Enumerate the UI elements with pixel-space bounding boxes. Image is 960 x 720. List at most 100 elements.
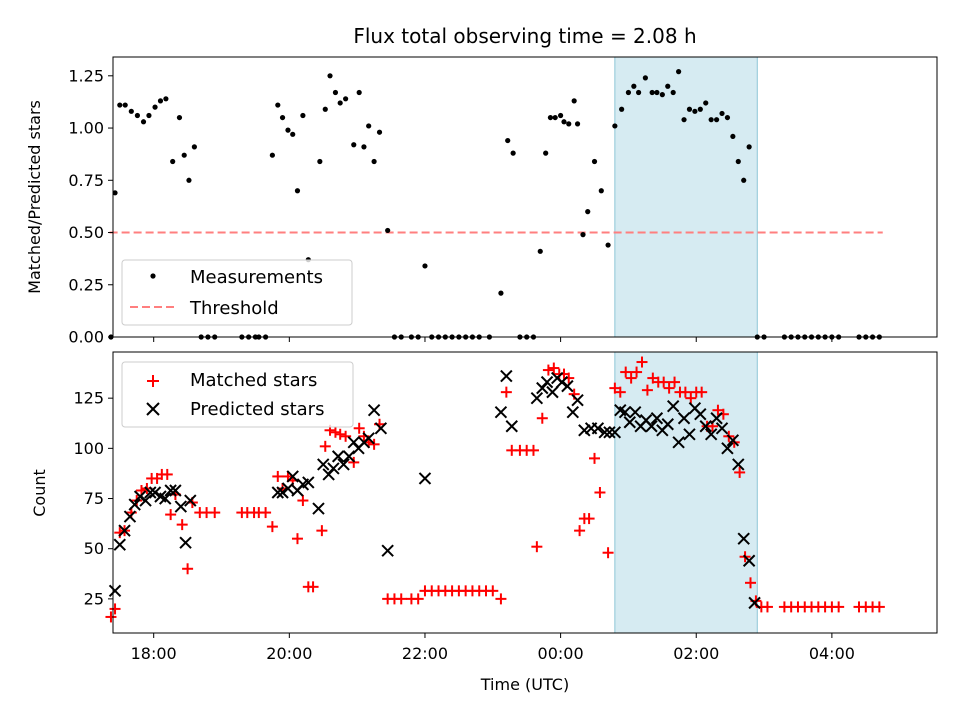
predicted-star-point [113, 538, 126, 551]
predicted-star-point [578, 424, 591, 437]
legend-matched-marker [147, 375, 159, 387]
measurement-point [670, 89, 676, 96]
predicted-star-point [603, 426, 616, 439]
predicted-star-point [561, 379, 574, 393]
measurement-point [730, 133, 736, 140]
measurement-point [170, 158, 176, 165]
predicted-star-point [598, 426, 611, 439]
matched-star-point [105, 611, 117, 623]
matched-star-point [641, 384, 653, 396]
matched-star-point [527, 444, 539, 456]
measurement-point [741, 177, 747, 183]
predicted-star-point [286, 470, 299, 483]
predicted-star-point [645, 420, 658, 433]
measurement-point [612, 123, 618, 129]
measurement-point [735, 158, 741, 165]
matched-star-point [260, 507, 272, 519]
measurement-point [163, 96, 169, 102]
matched-star-point [679, 386, 691, 398]
measurement-point [140, 119, 147, 125]
measurement-point [176, 114, 183, 121]
measurement-point [591, 158, 598, 165]
predicted-star-point [546, 385, 559, 399]
measurement-point [376, 129, 383, 135]
measurement-point [649, 89, 655, 96]
ratio-y-tick-label: 0.00 [68, 328, 104, 347]
x-tick-label: 02:00 [673, 644, 719, 663]
predicted-star-point [159, 492, 172, 505]
measurement-point [279, 114, 286, 121]
predicted-star-point [317, 458, 330, 471]
measurement-point [122, 102, 128, 108]
predicted-star-point [331, 450, 345, 463]
measurement-point [605, 242, 611, 248]
matched-star-point [602, 547, 614, 559]
matched-star-point [531, 541, 543, 553]
matched-star-point [873, 601, 885, 613]
measurement-point [181, 152, 187, 158]
measurement-point [191, 144, 197, 150]
predicted-star-point [530, 391, 544, 405]
matched-star-point [272, 470, 284, 482]
predicted-star-point [367, 404, 381, 417]
measurement-point [422, 263, 428, 269]
predicted-star-point [715, 422, 729, 435]
matched-star-point [176, 519, 188, 531]
measurement-point [692, 108, 698, 114]
measurement-point [337, 100, 343, 106]
predicted-star-point [571, 393, 584, 407]
measurement-point [654, 89, 660, 96]
predicted-star-point [164, 484, 177, 497]
ratio-y-tick-label: 0.25 [68, 275, 104, 294]
predicted-star-point [618, 406, 632, 419]
predicted-star-point [732, 458, 745, 471]
matched-star-point [636, 356, 648, 368]
matched-star-point [734, 466, 746, 478]
predicted-star-point [302, 476, 315, 489]
predicted-star-point [748, 596, 761, 610]
measurement-point [665, 83, 671, 89]
predicted-star-point [271, 486, 285, 499]
matched-star-point [316, 525, 328, 537]
measurement-point [547, 114, 554, 121]
measurement-point [746, 144, 752, 150]
matched-star-point [182, 563, 194, 575]
ratio-panel: 0.00 0.25 0.50 0.75 1.00 1.25 Flux total obse… [25, 24, 938, 347]
predicted-star-point [494, 406, 508, 419]
measurement-point [366, 123, 372, 129]
measurement-point [112, 190, 118, 196]
count-y-tick-label: 75 [84, 489, 104, 508]
measurement-point [681, 117, 687, 123]
legend-measurements-label: Measurements [190, 267, 323, 288]
matched-star-point [663, 382, 675, 394]
measurement-point [552, 114, 558, 121]
measurement-point [275, 102, 281, 108]
measurement-point [708, 117, 714, 123]
count-y-axis-label: Count [30, 469, 49, 517]
predicted-star-point [623, 416, 636, 429]
matched-star-point [500, 386, 512, 398]
predicted-star-point [540, 375, 554, 389]
measurement-point [510, 150, 516, 156]
count-y-tick-label: 100 [73, 439, 104, 458]
predicted-star-point [374, 422, 388, 435]
measurement-point [343, 96, 349, 102]
measurement-point [327, 73, 333, 79]
measurement-point [625, 89, 632, 96]
measurement-point [294, 188, 301, 194]
measurement-point [566, 121, 572, 127]
measurement-point [498, 290, 504, 296]
measurement-point [128, 108, 134, 114]
measurement-point [537, 248, 543, 254]
predicted-star-point [139, 494, 152, 507]
measurement-point [561, 119, 567, 125]
predicted-star-point [721, 442, 734, 455]
measurement-point [642, 75, 648, 81]
predicted-star-point [608, 426, 622, 439]
predicted-star-point [418, 472, 432, 485]
matched-star-point [395, 593, 407, 605]
measurement-point [719, 110, 725, 117]
predicted-star-point [123, 510, 137, 523]
x-tick-label: 22:00 [402, 644, 448, 663]
matched-star-point [329, 426, 341, 438]
